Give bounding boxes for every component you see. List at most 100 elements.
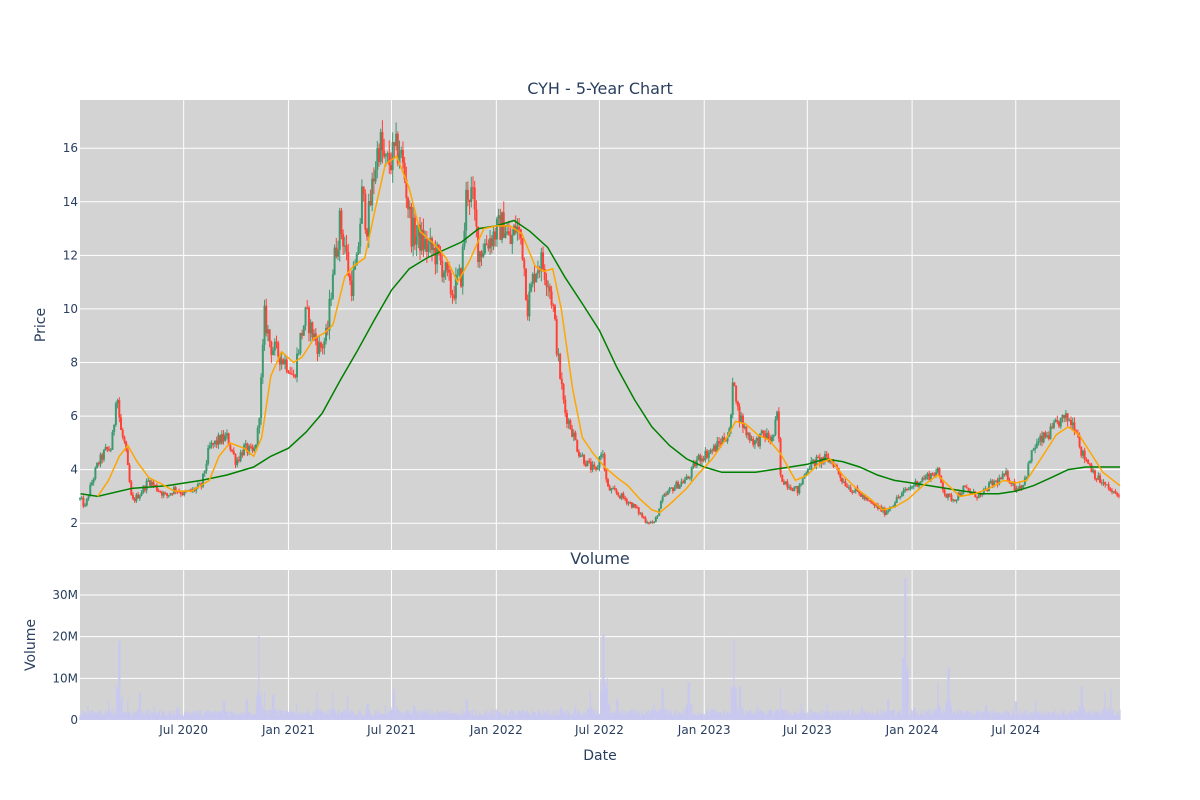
volume-bar — [871, 714, 873, 720]
candle-body — [480, 251, 483, 257]
volume-bar — [430, 709, 432, 720]
volume-bar — [511, 709, 513, 720]
volume-bar — [165, 714, 168, 720]
candle-body — [571, 428, 574, 437]
candle-body — [849, 487, 852, 492]
x-tick-label: Jul 2022 — [574, 723, 624, 737]
volume-bar — [500, 713, 503, 720]
candle-body — [231, 449, 234, 452]
volume-bar — [1004, 711, 1006, 720]
volume-bar — [531, 709, 533, 720]
volume-bar — [185, 711, 187, 720]
candle-body — [567, 420, 570, 424]
candle-body — [625, 499, 628, 504]
volume-bar — [186, 712, 188, 720]
candle-body — [1037, 441, 1040, 444]
volume-bar — [899, 709, 901, 720]
volume-bar — [491, 712, 493, 720]
volume-bar — [269, 709, 271, 720]
candle-body — [246, 443, 249, 454]
candle-body — [1044, 432, 1047, 437]
volume-bar — [595, 714, 597, 720]
candle-body — [605, 470, 608, 480]
volume-bar — [1063, 709, 1065, 720]
candle-body — [506, 231, 509, 234]
candle-body — [581, 455, 584, 457]
volume-bar — [779, 688, 782, 720]
volume-bar — [808, 715, 810, 720]
volume-bar — [973, 712, 975, 720]
volume-bar — [656, 712, 659, 720]
volume-bar — [552, 710, 554, 720]
volume-bar — [442, 710, 444, 720]
volume-bar — [279, 710, 282, 720]
volume-bar — [357, 713, 359, 720]
candle-body — [755, 438, 758, 441]
candle-body — [295, 353, 298, 378]
volume-bar — [955, 714, 957, 720]
volume-bar — [537, 710, 539, 720]
volume-bar — [277, 715, 279, 720]
candle-body — [523, 259, 526, 269]
x-tick-label: Jul 2021 — [366, 723, 416, 737]
candle-body — [458, 268, 461, 275]
volume-bar — [819, 710, 822, 720]
volume-bar — [827, 711, 829, 720]
volume-bar — [111, 710, 113, 720]
volume-bar — [203, 712, 205, 720]
candle-body — [931, 473, 934, 476]
volume-bar — [594, 709, 596, 720]
price-y-tick-label: 2 — [70, 516, 78, 530]
volume-bar — [934, 709, 937, 720]
volume-bar — [626, 713, 628, 720]
price-axis-title: Price — [33, 308, 49, 342]
candle-body — [702, 458, 705, 461]
volume-bar — [596, 710, 598, 720]
volume-bar — [258, 634, 260, 720]
volume-bar — [316, 690, 318, 720]
volume-bar — [1049, 715, 1052, 720]
volume-bar — [570, 714, 572, 720]
candle-body — [453, 295, 456, 299]
candle-body — [171, 493, 174, 495]
volume-bar — [300, 710, 302, 720]
candle-body — [723, 437, 726, 441]
candle-body — [952, 499, 955, 501]
candle-body — [301, 332, 304, 336]
candle-body — [1068, 420, 1071, 422]
candle-body — [911, 486, 914, 488]
volume-bar — [483, 713, 485, 720]
candle-body — [912, 485, 915, 487]
volume-bar — [644, 714, 646, 720]
volume-bar — [502, 714, 504, 720]
volume-bar — [454, 713, 456, 720]
volume-bar — [330, 709, 332, 720]
volume-bar — [504, 715, 506, 720]
volume-bar — [752, 713, 754, 720]
candle-body — [357, 246, 360, 254]
volume-bar — [494, 715, 496, 720]
volume-bar — [989, 714, 991, 720]
candle-body — [468, 199, 471, 202]
volume-bar — [396, 706, 398, 720]
candle-body — [601, 453, 604, 455]
volume-bar — [1057, 713, 1060, 720]
volume-bar — [879, 714, 881, 720]
moving-average-long-line — [80, 219, 1120, 498]
volume-bar — [236, 715, 238, 720]
candle-body — [1015, 488, 1018, 491]
volume-bar — [689, 704, 692, 720]
candle-body — [261, 344, 264, 378]
volume-bar — [211, 711, 213, 720]
volume-bar — [194, 709, 196, 720]
candle-body — [114, 403, 117, 425]
candle-body — [131, 494, 134, 499]
volume-bar — [336, 712, 339, 720]
volume-bar — [1106, 708, 1109, 720]
candle-body — [659, 501, 662, 509]
volume-bar — [87, 705, 89, 720]
candle-body — [784, 481, 787, 485]
volume-bar — [1095, 711, 1097, 720]
volume-bar — [910, 709, 913, 720]
candle-body — [991, 480, 994, 486]
